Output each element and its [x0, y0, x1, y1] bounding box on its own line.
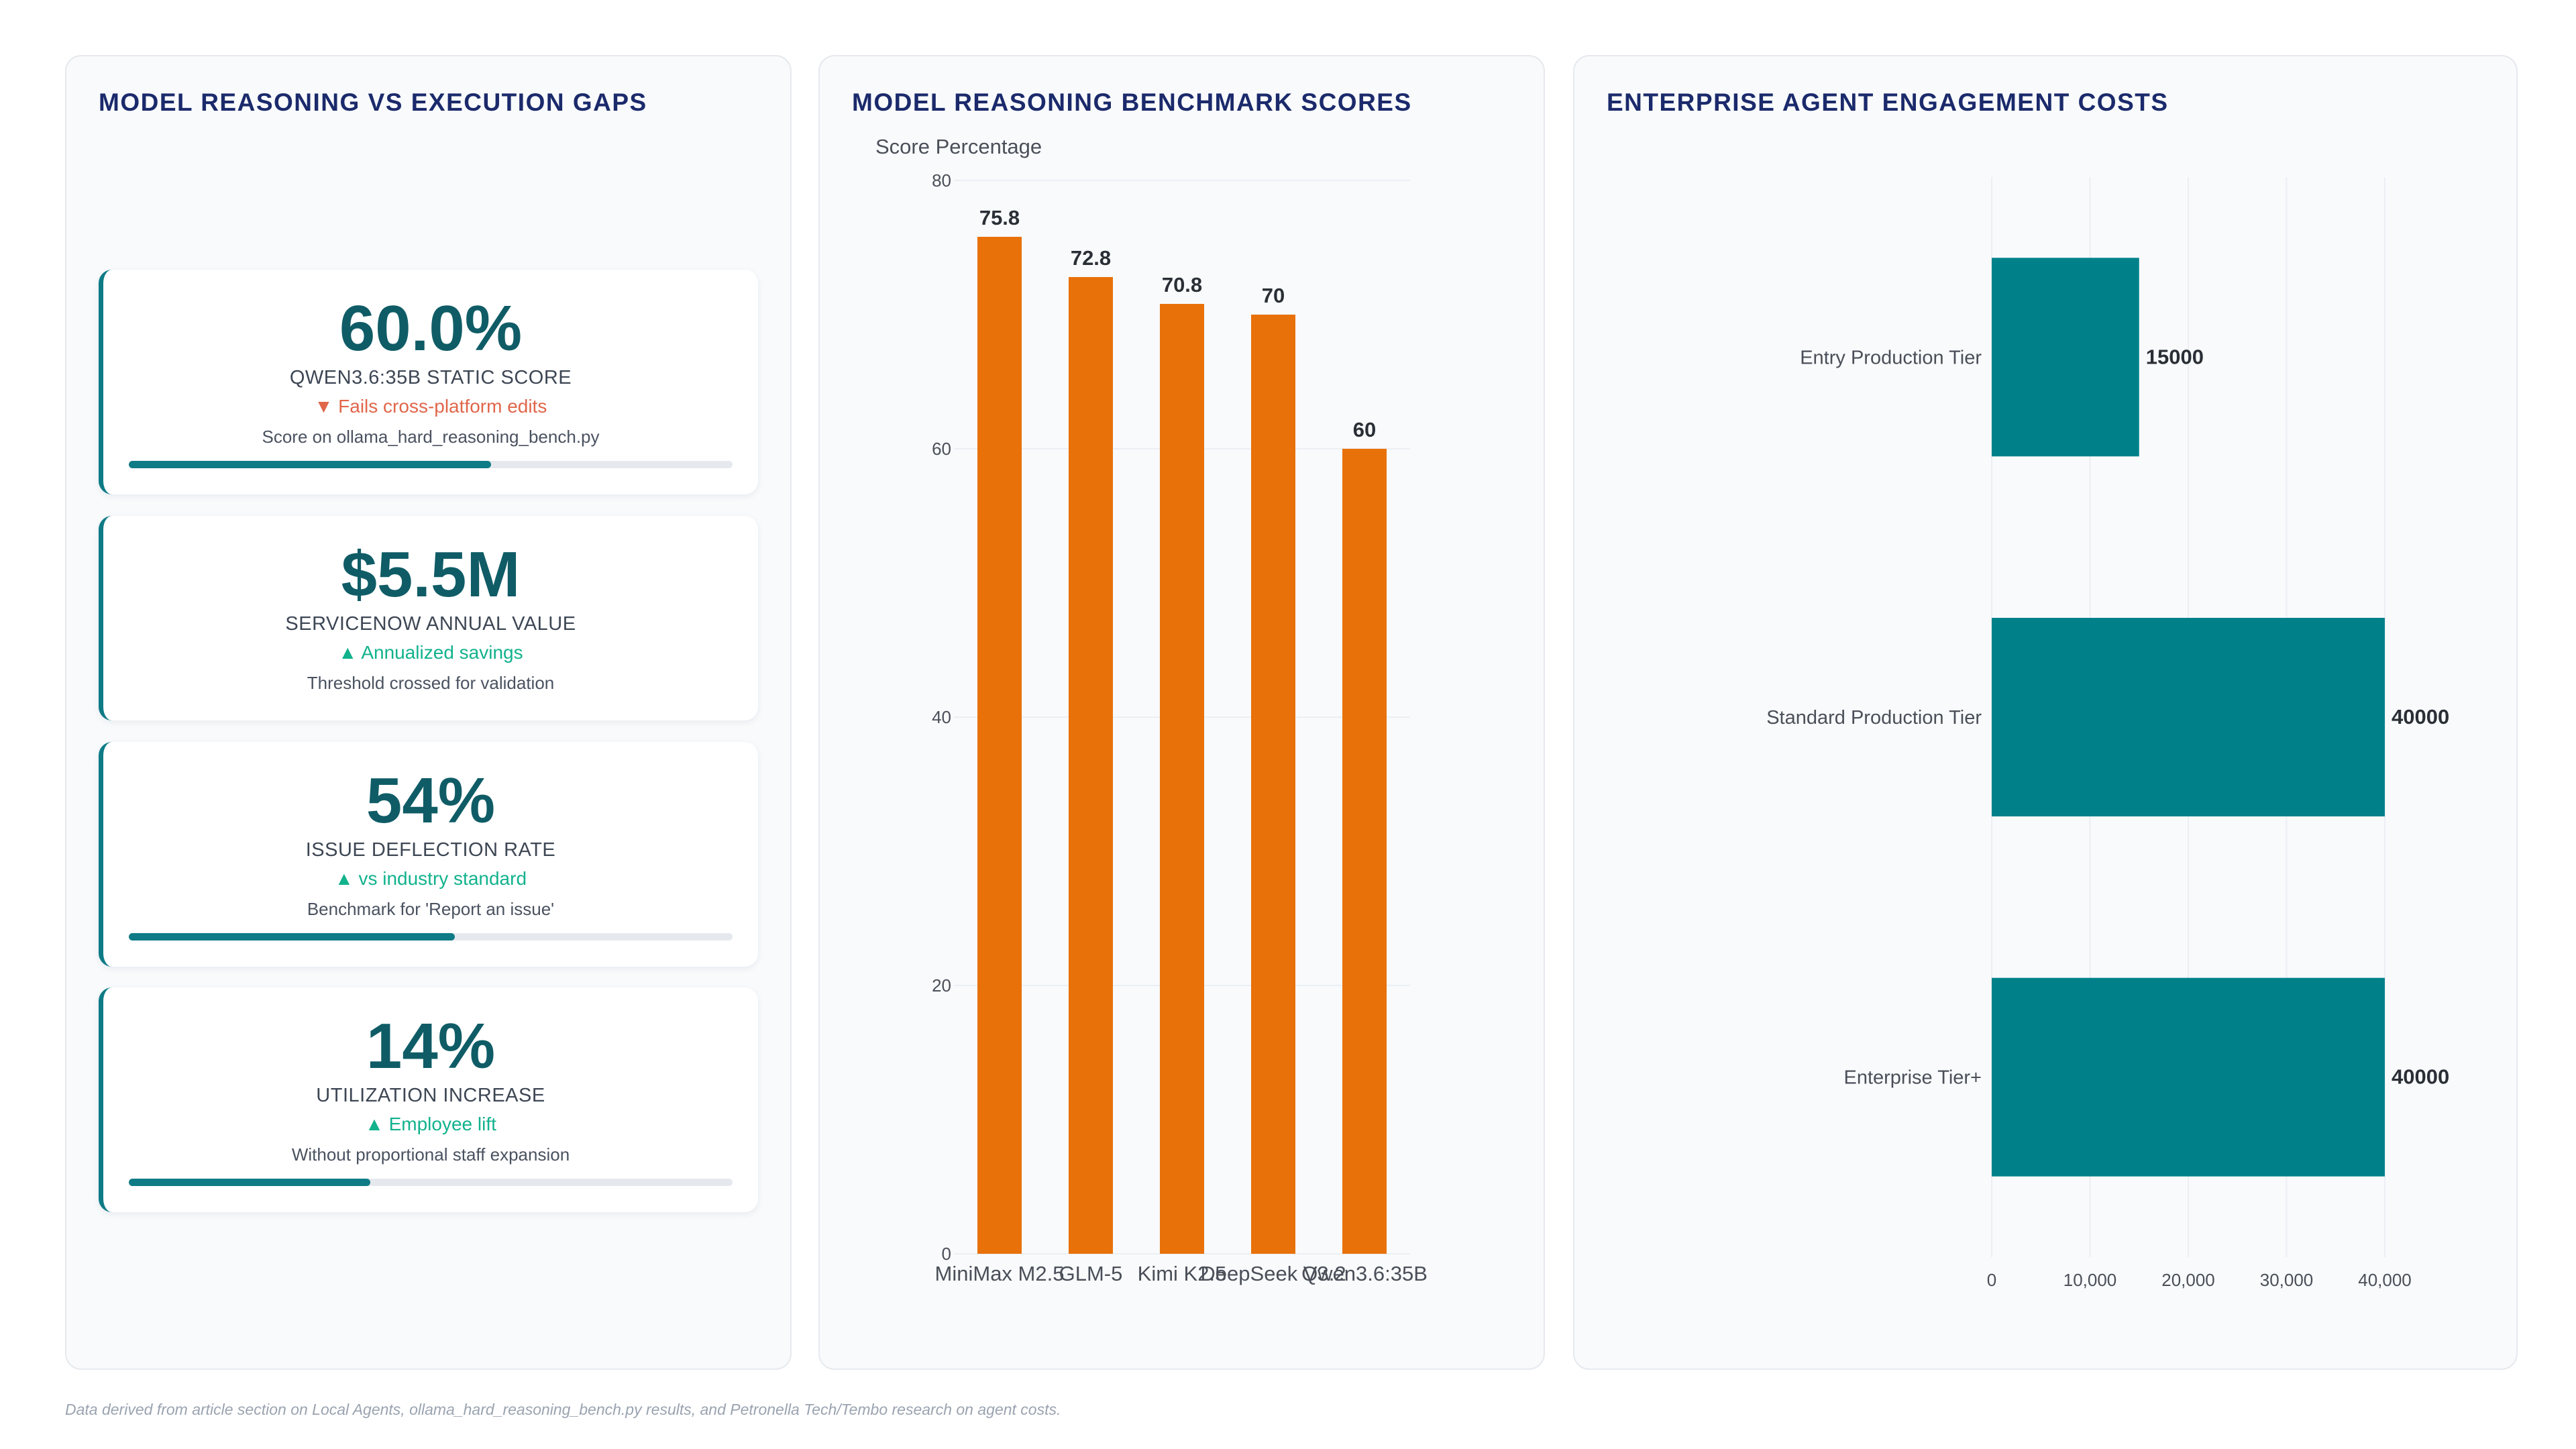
x-tick-label: DeepSeek V3.2	[1200, 1262, 1346, 1285]
y-tick-label: Enterprise Tier+	[1843, 1067, 1982, 1089]
kpi-note: Score on ollama_hard_reasoning_bench.py	[262, 427, 600, 447]
kpi-progress-fill	[129, 461, 491, 468]
cost-chart-title: ENTERPRISE AGENT ENGAGEMENT COSTS	[1607, 89, 2169, 116]
kpi-panel-title: MODEL REASONING VS EXECUTION GAPS	[99, 89, 647, 116]
kpi-label: SERVICENOW ANNUAL VALUE	[285, 613, 576, 635]
benchmark-bar-chart: 0 20 40 60 80 Score Percentage 75.8 MiniMax M2.…	[875, 135, 1428, 1285]
data-label: 70	[1262, 284, 1285, 307]
kpi-card-utilization: 14% UTILIZATION INCREASE ▲ Employee lift…	[99, 987, 758, 1212]
bar	[1251, 315, 1295, 1254]
y-tick-label: 40	[932, 707, 951, 727]
x-tick-label: 30,000	[2260, 1270, 2314, 1290]
bar	[1992, 977, 2385, 1177]
kpi-delta: ▲ Employee lift	[365, 1114, 496, 1134]
y-tick-label: 80	[932, 170, 951, 191]
data-label: 72.8	[1071, 246, 1111, 270]
y-axis-title: Score Percentage	[875, 135, 1042, 158]
y-tick-label: 20	[932, 975, 951, 996]
bar	[1069, 277, 1113, 1254]
kpi-card-annual-value: $5.5M SERVICENOW ANNUAL VALUE ▲ Annualiz…	[99, 516, 758, 720]
kpi-value: 14%	[366, 1010, 496, 1082]
kpi-value: 60.0%	[339, 292, 523, 364]
kpi-value: $5.5M	[341, 539, 521, 610]
kpi-delta: ▲ Annualized savings	[338, 642, 523, 663]
kpi-card-deflection-rate: 54% ISSUE DEFLECTION RATE ▲ vs industry …	[99, 742, 758, 967]
kpi-label: UTILIZATION INCREASE	[316, 1085, 545, 1106]
kpi-progress-track	[129, 1179, 733, 1186]
kpi-value: 54%	[366, 765, 496, 837]
bar	[1992, 258, 2139, 457]
data-label: 15000	[2146, 345, 2204, 368]
x-tick-label: Qwen3.6:35B	[1301, 1262, 1428, 1285]
x-tick-label: Kimi K2.5	[1138, 1262, 1227, 1285]
kpi-label: ISSUE DEFLECTION RATE	[305, 839, 556, 861]
kpi-note: Threshold crossed for validation	[307, 673, 555, 693]
kpi-delta: ▼ Fails cross-platform edits	[314, 396, 547, 417]
kpi-progress-fill	[129, 1179, 370, 1186]
cost-bar-chart: 0 10,000 20,000 30,000 40,000 Entry Productio…	[1766, 177, 2449, 1290]
x-tick-label: 40,000	[2358, 1270, 2412, 1290]
x-tick-label: 10,000	[2063, 1270, 2117, 1290]
data-label: 40000	[2392, 1065, 2449, 1089]
x-tick-label: 0	[1987, 1270, 1996, 1290]
y-tick-label: Entry Production Tier	[1800, 347, 1982, 368]
bar	[1160, 304, 1204, 1254]
kpi-delta: ▲ vs industry standard	[334, 868, 527, 889]
x-tick-label: GLM-5	[1059, 1262, 1123, 1285]
kpi-panel: MODEL REASONING VS EXECUTION GAPS 60.0% …	[65, 55, 792, 1370]
y-tick-label: Standard Production Tier	[1766, 707, 1982, 729]
kpi-progress-track	[129, 461, 733, 468]
cost-panel: ENTERPRISE AGENT ENGAGEMENT COSTS 0 10,00…	[1573, 55, 2518, 1370]
kpi-note: Without proportional staff expansion	[291, 1144, 570, 1165]
bar	[1992, 618, 2385, 816]
bar	[977, 237, 1022, 1254]
data-label: 70.8	[1162, 273, 1202, 297]
x-tick-label: MiniMax M2.5	[935, 1262, 1065, 1285]
y-tick-label: 60	[932, 439, 951, 459]
kpi-label: QWEN3.6:35B STATIC SCORE	[289, 367, 572, 388]
data-label: 75.8	[979, 206, 1020, 229]
benchmark-chart-title: MODEL REASONING BENCHMARK SCORES	[852, 89, 1412, 116]
bar	[1342, 449, 1387, 1254]
y-tick-label: 0	[942, 1244, 951, 1264]
kpi-progress-track	[129, 933, 733, 941]
data-label: 60	[1353, 418, 1376, 441]
benchmark-panel: MODEL REASONING BENCHMARK SCORES 0 20 40 60…	[818, 55, 1545, 1370]
data-label: 40000	[2392, 705, 2449, 729]
footer-note: Data derived from article section on Loc…	[65, 1401, 1061, 1418]
x-tick-label: 20,000	[2161, 1270, 2215, 1290]
kpi-card-static-score: 60.0% QWEN3.6:35B STATIC SCORE ▼ Fails c…	[99, 270, 758, 494]
kpi-note: Benchmark for 'Report an issue'	[307, 899, 555, 919]
kpi-progress-fill	[129, 933, 455, 941]
